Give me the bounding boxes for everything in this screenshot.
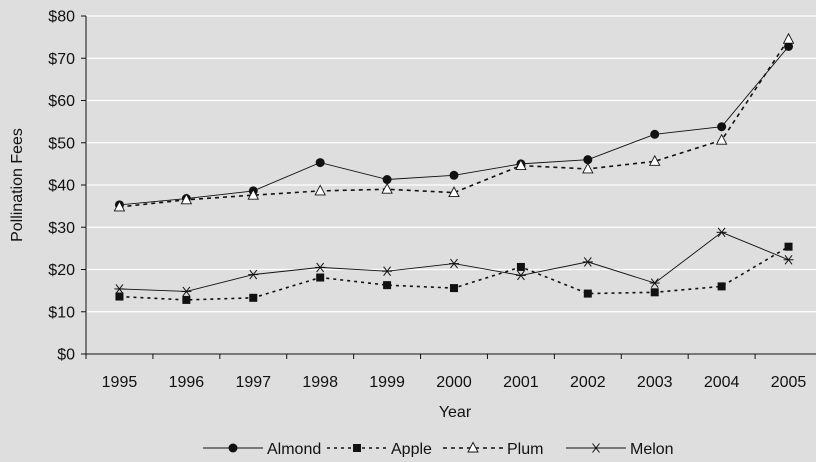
- legend-marker-apple: [353, 444, 361, 452]
- y-tick-labels: $0 $10 $20 $30 $40 $50 $60 $70 $80: [48, 9, 75, 364]
- x-tick-label: 1995: [102, 374, 138, 391]
- x-tick-label: 1996: [169, 374, 205, 391]
- plum-point: [381, 182, 393, 194]
- plum-point: [515, 159, 527, 171]
- asterisk-stroke: [115, 284, 124, 294]
- asterisk-stroke: [316, 262, 325, 273]
- plum-point: [314, 184, 326, 196]
- plum-point: [448, 186, 460, 198]
- apple-point: [650, 288, 659, 297]
- plum-point: [180, 193, 193, 205]
- melon-point: [783, 254, 794, 265]
- almond-point: [583, 155, 593, 165]
- series-lines: [119, 38, 790, 301]
- x-tick-label: 2003: [637, 374, 673, 391]
- almond-point: [449, 170, 459, 180]
- melon-point: [181, 286, 192, 297]
- legend-label-almond: Almond: [267, 441, 321, 457]
- plum-point: [247, 188, 260, 200]
- plum-point: [648, 154, 661, 166]
- asterisk-stroke: [717, 227, 726, 238]
- y-tick-label: $10: [48, 304, 75, 321]
- legend-marker-melon: [591, 443, 601, 453]
- x-axis-label: Year: [439, 404, 472, 421]
- apple-point: [182, 295, 191, 304]
- apple-point: [316, 273, 325, 282]
- melon-point: [315, 262, 326, 273]
- legend-marker-almond: [228, 443, 238, 453]
- x-tick-label: 2004: [704, 374, 740, 391]
- apple-point: [383, 281, 392, 290]
- x-tick-labels: 1995 1996 1997 1998 1999 2000 2001 2002 2003 2004…: [102, 374, 807, 391]
- axes: [81, 15, 816, 359]
- melon-point: [449, 258, 459, 269]
- legend-label-plum: Plum: [507, 441, 543, 457]
- legend-item-plum: Plum: [443, 441, 543, 458]
- almond-point: [784, 41, 794, 51]
- melon-point: [716, 227, 727, 238]
- almond-point: [650, 129, 660, 139]
- almond-point: [717, 122, 727, 132]
- plum-point: [715, 133, 728, 145]
- y-tick-label: $20: [48, 262, 75, 279]
- melon-point: [248, 269, 259, 280]
- apple-point: [717, 282, 726, 291]
- y-axis-label: Pollination Fees: [9, 128, 26, 242]
- melon-point: [382, 266, 393, 276]
- y-tick-label: $60: [48, 93, 75, 110]
- x-tick-label: 2000: [436, 374, 472, 391]
- legend-label-apple: Apple: [391, 441, 432, 457]
- series-line-plum: [119, 38, 790, 208]
- asterisk-stroke: [450, 258, 458, 269]
- apple-point: [784, 242, 793, 251]
- series-markers: [113, 32, 795, 304]
- legend-item-almond: Almond: [203, 441, 321, 458]
- legend: Almond Apple Plum Melon: [203, 441, 674, 458]
- asterisk-stroke: [383, 266, 391, 276]
- series-line-melon: [119, 231, 789, 292]
- y-tick-label: $70: [48, 51, 75, 68]
- legend-item-apple: Apple: [327, 441, 432, 458]
- asterisk-stroke: [182, 286, 191, 297]
- asterisk-stroke: [249, 269, 258, 280]
- almond-point: [315, 158, 325, 168]
- x-tick-label: 2001: [503, 374, 539, 391]
- apple-point: [249, 293, 258, 302]
- apple-point: [115, 292, 124, 301]
- y-tick-label: $40: [48, 178, 75, 195]
- y-tick-label: $0: [57, 347, 75, 364]
- asterisk-stroke: [583, 257, 592, 267]
- melon-point: [114, 284, 125, 294]
- x-tick-label: 1998: [302, 374, 338, 391]
- plum-point: [582, 162, 594, 174]
- asterisk-stroke: [784, 254, 793, 265]
- legend-marker-plum: [467, 441, 479, 453]
- legend-item-melon: Melon: [566, 441, 674, 458]
- almond-point: [382, 175, 392, 185]
- asterisk-stroke: [592, 443, 600, 453]
- apple-point: [516, 262, 525, 271]
- melon-point: [582, 257, 593, 267]
- y-tick-label: $80: [48, 9, 75, 26]
- plum-point: [113, 200, 126, 212]
- y-tick-label: $50: [48, 135, 75, 152]
- x-tick-label: 2002: [570, 374, 606, 391]
- melon-point: [649, 278, 660, 288]
- x-tick-label: 1999: [369, 374, 405, 391]
- apple-point: [450, 284, 458, 293]
- legend-label-melon: Melon: [630, 441, 674, 457]
- asterisk-stroke: [650, 278, 659, 288]
- melon-point: [515, 270, 526, 281]
- plum-point: [782, 32, 795, 44]
- x-tick-label: 2005: [771, 374, 807, 391]
- series-line-almond: [119, 46, 789, 206]
- y-tick-label: $30: [48, 220, 75, 237]
- apple-point: [583, 289, 592, 298]
- gridlines: [86, 15, 816, 313]
- asterisk-stroke: [517, 270, 525, 281]
- x-tick-label: 1997: [235, 374, 271, 391]
